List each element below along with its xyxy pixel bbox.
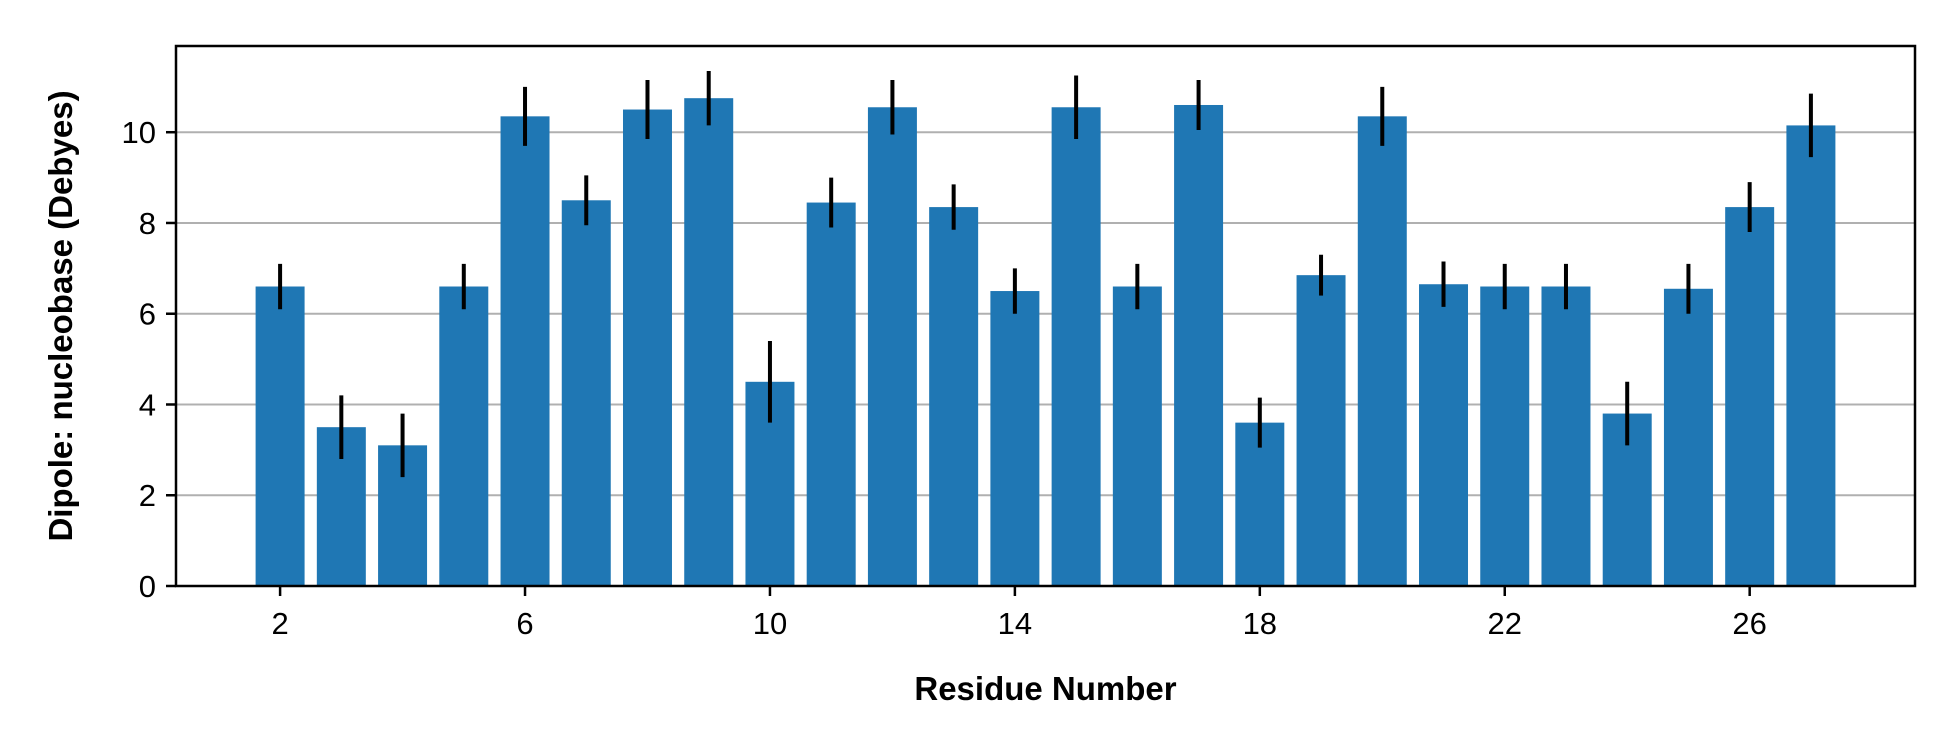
x-tick-label: 26: [1732, 606, 1766, 641]
x-tick-label: 10: [753, 606, 787, 641]
x-tick-label: 22: [1488, 606, 1522, 641]
grid-lines: [176, 131, 1915, 497]
bar-residue-20: [1357, 116, 1407, 587]
bar-residue-2: [255, 286, 305, 586]
y-tick-label: 8: [139, 206, 156, 241]
bar-residue-22: [1480, 286, 1530, 586]
y-tick-label: 2: [139, 478, 156, 513]
bar-residue-12: [867, 107, 917, 587]
plot-frame: [174, 44, 1917, 588]
bar-residue-11: [806, 202, 856, 586]
bar-residue-15: [1051, 107, 1101, 587]
bar-residue-25: [1663, 288, 1713, 586]
y-tick-label: 6: [139, 297, 156, 332]
x-tick-label: 14: [998, 606, 1032, 641]
bar-residue-27: [1786, 125, 1836, 586]
bar-residue-8: [622, 109, 672, 586]
bar-residue-18: [1235, 422, 1285, 586]
bar-residue-7: [561, 200, 611, 587]
bar-residue-13: [929, 207, 979, 586]
error-bars: [278, 70, 1813, 478]
x-tick-label: 6: [516, 606, 533, 641]
bar-residue-26: [1725, 207, 1775, 586]
bar-residue-17: [1174, 104, 1224, 586]
x-axis-title: Residue Number: [914, 670, 1176, 707]
bar-residue-21: [1419, 284, 1469, 586]
bar-residue-14: [990, 291, 1040, 586]
y-tick-label: 0: [139, 569, 156, 604]
bar-residue-23: [1541, 286, 1591, 586]
bar-residue-19: [1296, 275, 1346, 586]
x-tick-label: 2: [271, 606, 288, 641]
y-tick-label: 10: [122, 115, 156, 150]
y-axis-title: Dipole: nucleobase (Debyes): [42, 90, 79, 541]
bar-residue-5: [439, 286, 489, 586]
y-tick-label: 4: [139, 387, 156, 422]
bar-residue-9: [684, 98, 734, 586]
bars: [255, 98, 1836, 587]
x-tick-label: 18: [1243, 606, 1277, 641]
bar-residue-6: [500, 116, 550, 587]
bar-residue-16: [1112, 286, 1162, 586]
